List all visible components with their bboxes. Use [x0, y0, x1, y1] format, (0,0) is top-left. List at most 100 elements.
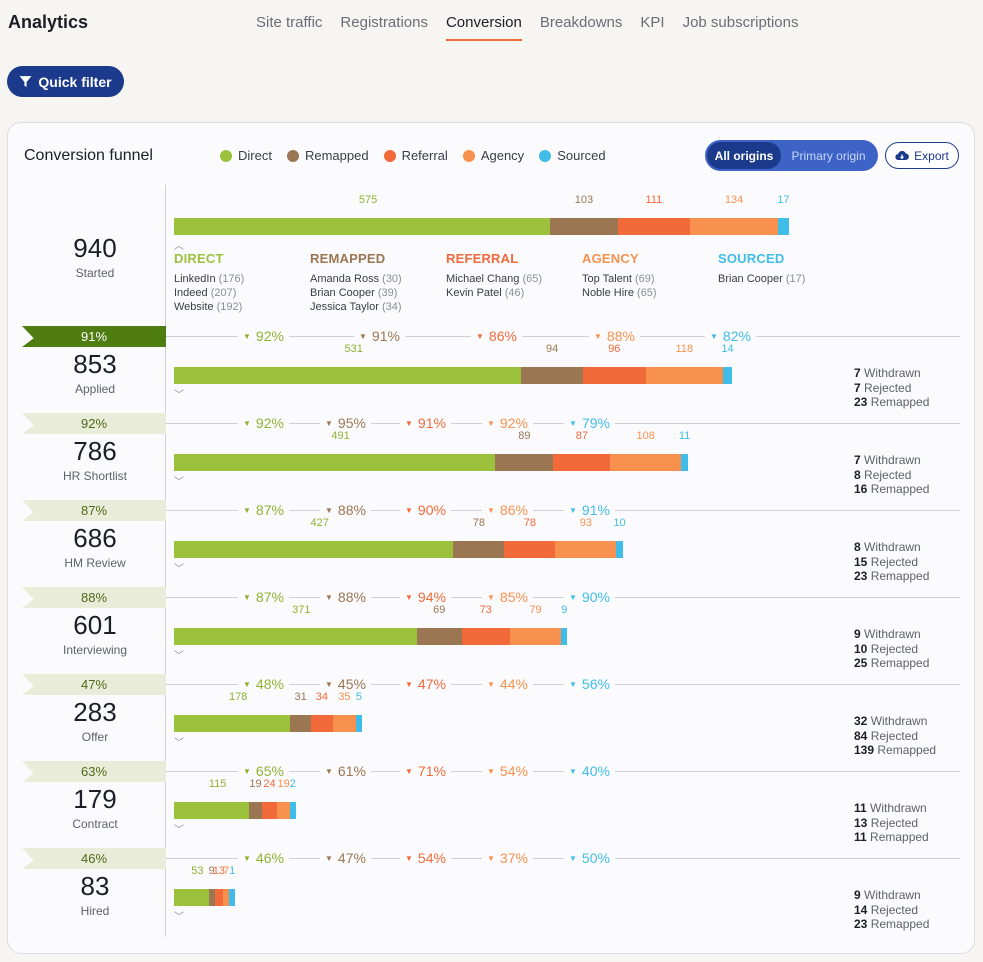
bar-segment-remapped — [416, 628, 462, 645]
breakdown-item: Michael Chang (65) — [446, 273, 542, 285]
origin-conversion-pct: ▼ 47% — [400, 676, 451, 692]
quick-filter-button[interactable]: Quick filter — [7, 66, 124, 97]
origin-conversion-pct: ▼ 47% — [320, 850, 371, 866]
bar-segment-remapped — [521, 367, 583, 384]
down-triangle-icon: ▼ — [569, 766, 577, 776]
down-triangle-icon: ▼ — [487, 418, 495, 428]
down-triangle-icon: ▼ — [243, 418, 251, 428]
bar-value-label: 115 — [208, 778, 227, 790]
stat-withdrawn: 32 Withdrawn — [854, 714, 928, 728]
conversion-badge: 92% — [22, 413, 166, 434]
down-triangle-icon: ▼ — [710, 331, 718, 341]
bar-value-label: 24 — [263, 778, 276, 790]
bar-segment-referral — [461, 628, 510, 645]
bar-segment-sourced — [229, 889, 236, 906]
expand-chevron-icon[interactable]: ﹀ — [174, 651, 184, 662]
down-triangle-icon: ▼ — [243, 766, 251, 776]
tab-site-traffic[interactable]: Site traffic — [256, 14, 323, 31]
legend-swatch — [539, 149, 552, 162]
tab-conversion[interactable]: Conversion — [445, 14, 522, 41]
export-button[interactable]: Export — [885, 142, 959, 169]
legend-label: Remapped — [304, 148, 369, 163]
tab-registrations[interactable]: Registrations — [340, 14, 428, 31]
down-triangle-icon: ▼ — [243, 679, 251, 689]
stat-remapped: 23 Remapped — [854, 395, 930, 409]
conversion-badge-value: 46% — [80, 851, 108, 866]
bar-value-label: 89 — [518, 430, 531, 442]
legend-swatch — [462, 149, 475, 162]
bar-segment-direct — [174, 889, 209, 906]
pct-value: 94% — [417, 589, 446, 605]
expand-chevron-icon[interactable]: ﹀ — [174, 738, 184, 749]
bar-value-label: 134 — [724, 194, 744, 206]
origin-conversion-pct: ▼ 86% — [482, 502, 533, 518]
stage-count: 853 — [73, 349, 117, 379]
pct-value: 91% — [371, 328, 400, 344]
conversion-badge-value: 92% — [80, 416, 108, 431]
origin-conversion-pct: ▼ 92% — [238, 415, 289, 431]
stat-remapped: 11 Remapped — [854, 830, 929, 844]
expand-chevron-icon[interactable]: ﹀ — [174, 390, 184, 401]
tab-kpi[interactable]: KPI — [640, 14, 665, 31]
bar-value-label: 10 — [613, 517, 626, 529]
bar-segment-referral — [582, 367, 646, 384]
bar-value-label: 78 — [472, 517, 485, 529]
all-origins-option[interactable]: All origins — [707, 142, 781, 169]
stage-separator — [166, 336, 960, 337]
bar-segment-remapped — [453, 541, 505, 558]
legend-item-direct: Direct — [220, 148, 272, 163]
stage-label: Contract — [72, 817, 118, 831]
legend-label: Referral — [401, 148, 448, 163]
stat-withdrawn: 7 Withdrawn — [854, 366, 921, 380]
stage-separator — [166, 858, 960, 859]
pct-value: 86% — [488, 328, 517, 344]
bar-value-label: 73 — [479, 604, 492, 616]
bar-segment-referral — [553, 454, 611, 471]
origin-breakdown-agency: AGENCY Top Talent (69) Noble Hire (65) — [582, 251, 657, 300]
tab-job-subscriptions[interactable]: Job subscriptions — [682, 14, 799, 31]
collapse-chevron-icon[interactable]: ︿ — [174, 241, 184, 252]
bar-value-label: 31 — [294, 691, 307, 703]
pct-value: 65% — [255, 763, 284, 779]
stat-withdrawn: 9 Withdrawn — [854, 888, 921, 902]
bar-segment-sourced — [777, 218, 789, 235]
pct-value: 88% — [337, 589, 366, 605]
pct-value: 85% — [499, 589, 528, 605]
stat-remapped: 16 Remapped — [854, 482, 930, 496]
stage-label: Applied — [74, 382, 116, 396]
bar-value-label: 1 — [229, 865, 236, 877]
origin-toggle: All origins Primary origin — [705, 140, 878, 171]
bar-segment-remapped — [290, 715, 311, 732]
breakdown-item: Brian Cooper (39) — [310, 287, 398, 299]
origin-conversion-pct: ▼ 65% — [238, 763, 289, 779]
bar-segment-sourced — [616, 541, 623, 558]
stat-rejected: 14 Rejected — [854, 902, 919, 917]
stat-withdrawn: 9 Withdrawn — [854, 627, 921, 641]
stage-separator — [166, 510, 960, 511]
bar-value-label: 7 — [223, 865, 230, 877]
pct-value: 45% — [337, 676, 366, 692]
bar-segment-agency — [277, 802, 290, 819]
expand-chevron-icon[interactable]: ﹀ — [174, 912, 184, 923]
breakdown-item: Brian Cooper (17) — [718, 273, 806, 285]
bar-value-label: 34 — [315, 691, 328, 703]
stat-rejected: 7 Rejected — [854, 380, 912, 395]
breakdown-title: REMAPPED — [310, 251, 386, 266]
expand-chevron-icon[interactable]: ﹀ — [174, 564, 184, 575]
tab-breakdowns[interactable]: Breakdowns — [539, 14, 623, 31]
pct-value: 47% — [337, 850, 366, 866]
down-triangle-icon: ▼ — [569, 418, 577, 428]
origin-conversion-pct: ▼ 88% — [589, 328, 640, 344]
pct-value: 90% — [581, 589, 610, 605]
stage-count: 283 — [73, 697, 117, 727]
breakdown-item: Kevin Patel (46) — [446, 287, 525, 299]
expand-chevron-icon[interactable]: ﹀ — [174, 825, 184, 836]
pct-value: 79% — [581, 415, 610, 431]
down-triangle-icon: ▼ — [487, 853, 495, 863]
expand-chevron-icon[interactable]: ﹀ — [174, 477, 184, 488]
bar-value-label: 5 — [355, 691, 362, 703]
primary-origin-option[interactable]: Primary origin — [791, 148, 866, 163]
stage-dropoff-stats: 32 Withdrawn 84 Rejected 139 Remapped — [854, 714, 936, 758]
stage-count: 83 — [80, 871, 110, 901]
conversion-badge-value: 87% — [80, 503, 108, 518]
